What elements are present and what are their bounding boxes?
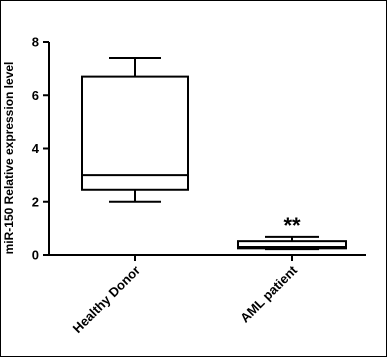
y-tick-label: 0 [32, 248, 39, 263]
significance-annotation: ** [283, 213, 301, 238]
box-iqr [81, 75, 189, 191]
y-axis: 0 2 4 6 8 [32, 35, 50, 263]
box-aml-patient: ** [237, 213, 347, 251]
y-tick-label: 6 [32, 88, 39, 103]
x-axis: Healthy Donor AML patient [49, 254, 366, 336]
y-axis-label: miR-150 Relative expression level [2, 62, 16, 255]
box-iqr [237, 240, 347, 250]
x-tick-label: Healthy Donor [70, 263, 143, 336]
y-tick-label: 2 [32, 194, 39, 209]
box-healthy-donor [81, 56, 189, 203]
y-tick-label: 4 [32, 141, 40, 156]
y-tick-label: 8 [32, 35, 39, 50]
x-tick-label: AML patient [237, 262, 301, 326]
box-series: ** [81, 56, 347, 251]
